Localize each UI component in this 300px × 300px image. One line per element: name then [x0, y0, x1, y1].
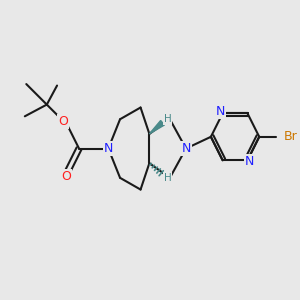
Text: Br: Br [283, 130, 297, 143]
Polygon shape [149, 121, 164, 134]
Text: H: H [164, 173, 171, 183]
Text: N: N [245, 155, 254, 168]
Text: O: O [61, 170, 71, 183]
Text: H: H [164, 114, 171, 124]
Text: N: N [103, 142, 113, 155]
Text: N: N [216, 105, 225, 119]
Text: O: O [58, 115, 68, 128]
Text: N: N [181, 142, 191, 155]
